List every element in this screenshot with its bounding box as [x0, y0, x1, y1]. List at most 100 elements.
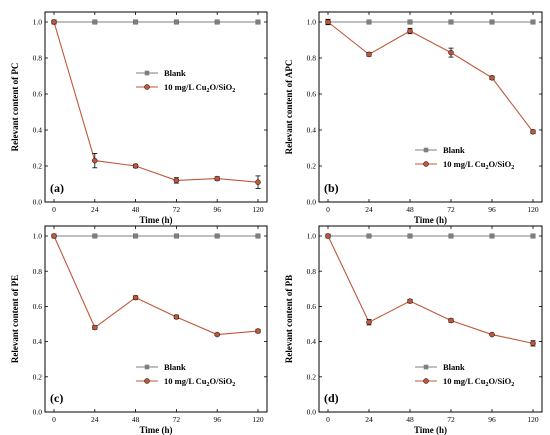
y-tick-label: 0.8: [33, 54, 43, 63]
x-tick-label: 24: [91, 415, 99, 424]
y-tick-label: 1.0: [33, 18, 43, 27]
legend-text-part: O/SiO: [489, 376, 512, 386]
x-tick-label: 24: [91, 205, 99, 214]
data-point: [132, 294, 139, 301]
panel-label: (a): [50, 181, 64, 195]
y-tick-label: 1.0: [307, 232, 317, 241]
panel-c: 0.0 0.2 0.4 0.6 0.8 1.0 0 24 48 72 96 120 Time (h) Re…: [10, 225, 268, 435]
legend-text-part: 10 mg/L Cu: [164, 376, 207, 386]
legend-label-blank: Blank: [443, 145, 465, 155]
data-point: [325, 233, 331, 239]
data-point: [448, 233, 454, 239]
x-tick-label: 72: [173, 205, 181, 214]
series-blank: [51, 19, 261, 25]
plot-frame: [318, 225, 543, 413]
data-point: [214, 19, 220, 25]
y-tick-label: 0.6: [307, 90, 317, 99]
data-point: [366, 319, 372, 325]
y-tick-label: 0.8: [307, 54, 317, 63]
data-point: [255, 328, 261, 334]
x-tick-label: 96: [488, 415, 496, 424]
legend-subscript: 2: [207, 88, 210, 94]
legend-marker-blank: [423, 364, 429, 370]
y-tick-label: 0.4: [307, 337, 317, 346]
legend-label-blank: Blank: [164, 362, 186, 372]
data-point: [92, 157, 98, 164]
x-tick-label: 48: [132, 415, 140, 424]
x-tick-label: 72: [447, 205, 455, 214]
legend-text-part: 10 mg/L Cu: [164, 82, 207, 92]
legend-text-part: O/SiO: [210, 82, 233, 92]
data-point: [92, 19, 98, 25]
series-line: [327, 235, 534, 344]
series-line: [53, 21, 259, 183]
x-tick-label: 0: [52, 415, 56, 424]
legend-marker-blank: [144, 70, 150, 76]
data-point: [530, 19, 536, 25]
data-point: [51, 233, 57, 239]
data-point: [325, 19, 331, 25]
data-point: [489, 331, 495, 338]
x-tick-label: 48: [132, 205, 140, 214]
legend-marker-blank: [423, 147, 429, 153]
x-tick-label: 120: [527, 415, 539, 424]
data-point: [407, 298, 413, 304]
legend-marker-treated: [144, 378, 150, 384]
legend-subscript: 2: [486, 165, 489, 171]
legend-subscript: 2: [511, 165, 514, 171]
series-treated: [51, 19, 261, 189]
y-tick-label: 0.4: [33, 126, 43, 135]
data-point: [132, 163, 139, 169]
data-point: [489, 75, 495, 81]
data-point: [530, 233, 536, 239]
panel-b: 0.0 0.2 0.4 0.6 0.8 1.0 0 24 48 72 96 120 Time (h) Re…: [284, 11, 543, 225]
panel-label: (d): [324, 391, 339, 405]
series-blank: [325, 233, 536, 239]
plot-frame: [318, 11, 543, 203]
data-point: [133, 19, 139, 25]
data-point: [366, 233, 372, 239]
data-point: [448, 317, 454, 324]
x-tick-label: 0: [326, 205, 330, 214]
x-tick-label: 96: [488, 205, 496, 214]
plot-frame: [44, 11, 268, 203]
x-tick-label: 120: [252, 415, 264, 424]
data-point: [530, 340, 536, 347]
data-point: [92, 324, 98, 331]
x-tick-label: 72: [173, 415, 181, 424]
legend-label-treated: 10 mg/L Cu2O/SiO2: [164, 376, 235, 388]
data-point: [255, 179, 261, 185]
panel-a: 0.0 0.2 0.4 0.6 0.8 1.0 0 24 48 72 96 120 Time (h) Re…: [10, 11, 268, 225]
data-point: [173, 314, 180, 320]
x-tick-label: 0: [326, 415, 330, 424]
panel-d: 0.0 0.2 0.4 0.6 0.8 1.0 0 24 48 72 96 120 Time (h) Re…: [284, 225, 543, 435]
data-point: [51, 19, 57, 25]
x-axis-label: Time (h): [414, 215, 447, 225]
y-axis-label: Relevant content of PB: [284, 275, 294, 363]
data-point: [92, 233, 98, 239]
series-treated: [325, 18, 536, 135]
data-point: [366, 51, 372, 58]
panel-label: (c): [50, 391, 63, 405]
legend-marker-treated: [144, 84, 150, 90]
y-axis-label: Relevant content of APC: [284, 60, 294, 155]
y-tick-label: 0.0: [307, 198, 317, 207]
x-tick-label: 48: [406, 205, 414, 214]
series-treated: [51, 233, 261, 338]
x-tick-label: 48: [406, 415, 414, 424]
legend-text-part: 10 mg/L Cu: [443, 159, 486, 169]
legend-subscript: 2: [207, 382, 210, 388]
x-tick-label: 96: [213, 205, 221, 214]
legend-text-part: O/SiO: [489, 159, 512, 169]
data-point: [407, 19, 413, 25]
y-tick-label: 0.8: [33, 267, 43, 276]
legend-label-treated: 10 mg/L Cu2O/SiO2: [443, 159, 514, 171]
series-line: [327, 21, 534, 133]
x-tick-label: 72: [447, 415, 455, 424]
legend-marker-treated: [423, 378, 429, 384]
x-axis-label: Time (h): [139, 215, 172, 225]
legend-label-treated: 10 mg/L Cu2O/SiO2: [164, 82, 235, 94]
y-tick-label: 0.6: [33, 302, 43, 311]
